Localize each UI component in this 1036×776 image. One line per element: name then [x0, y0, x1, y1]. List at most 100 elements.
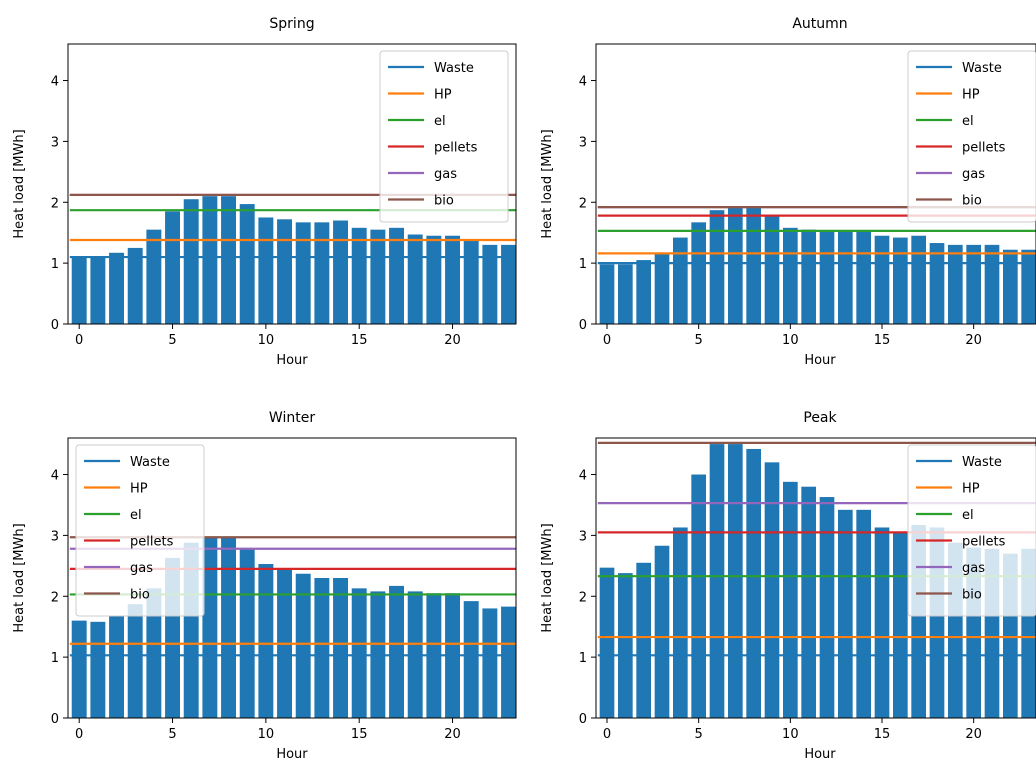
bar-hour-1 [618, 573, 633, 718]
x-tick-label-15: 15 [874, 333, 891, 348]
x-tick-label-5: 5 [168, 333, 176, 348]
bar-hour-4 [146, 588, 162, 718]
y-tick-label-0: 0 [51, 318, 59, 333]
bar-hour-8 [746, 206, 761, 324]
y-axis-label: Heat load [MWh] [540, 129, 555, 238]
y-tick-label-2: 2 [579, 590, 587, 605]
bar-hour-22 [1003, 249, 1018, 324]
bar-hour-6 [183, 199, 199, 324]
legend-label-gas: gas [434, 167, 457, 182]
bar-hour-17 [389, 227, 404, 324]
legend: Waste HP el pellets gas bio [379, 50, 509, 223]
legend-label-bio: bio [130, 588, 150, 603]
bar-hour-3 [127, 247, 143, 324]
bar-hour-10 [783, 227, 798, 324]
bar-hour-15 [874, 527, 890, 718]
bar-hour-14 [856, 509, 871, 718]
x-axis-label: Hour [804, 747, 836, 762]
legend-label-pellets: pellets [962, 535, 1006, 550]
bar-hour-2 [636, 260, 651, 324]
x-tick-label-20: 20 [965, 727, 982, 742]
subplot-winter: 0 5 10 15 20 0 1 2 3 4 Winter Hour Heat load [MWh] Wa… [12, 410, 517, 762]
bar-hour-3 [654, 545, 670, 718]
bar-hour-13 [314, 578, 330, 718]
x-tick-label-0: 0 [603, 333, 611, 348]
x-tick-label-10: 10 [258, 333, 275, 348]
bar-hour-12 [819, 497, 835, 718]
y-tick-label-3: 3 [51, 135, 59, 150]
x-axis-label: Hour [276, 747, 308, 762]
bar-hour-16 [893, 237, 908, 324]
x-tick-label-0: 0 [75, 727, 83, 742]
x-tick-label-20: 20 [965, 333, 982, 348]
bar-hour-1 [90, 257, 106, 324]
y-tick-label-4: 4 [579, 469, 587, 484]
x-axis-label: Hour [804, 353, 836, 368]
bar-hour-8 [221, 536, 236, 718]
legend-label-hp: HP [434, 88, 452, 103]
y-tick-label-1: 1 [51, 651, 59, 666]
bar-hour-2 [109, 252, 124, 324]
bar-hour-0 [599, 264, 615, 324]
subplot-title: Winter [269, 410, 315, 426]
legend-label-hp: HP [130, 482, 148, 497]
legend-label-el: el [962, 114, 974, 129]
axes-frame [67, 437, 517, 719]
subplot-spring: 0 5 10 15 20 0 1 2 3 4 Spring Hour Heat load [MWh] Wa… [12, 16, 517, 368]
legend-label-el: el [130, 508, 142, 523]
bar-hour-4 [146, 229, 162, 324]
y-axis-label: Heat load [MWh] [12, 523, 27, 632]
bar-hour-9 [239, 204, 255, 324]
bar-hour-19 [426, 235, 442, 324]
bar-hour-14 [333, 220, 348, 324]
legend-label-bio: bio [962, 588, 982, 603]
axes-frame [595, 43, 1036, 325]
x-tick-label-0: 0 [603, 727, 611, 742]
axes-frame [595, 437, 1036, 719]
x-tick-label-5: 5 [695, 333, 703, 348]
legend-label-waste: Waste [434, 61, 474, 76]
bar-hour-7 [202, 536, 218, 718]
bar-hour-18 [929, 243, 945, 324]
x-tick-label-15: 15 [351, 333, 368, 348]
x-tick-label-0: 0 [75, 333, 83, 348]
plot-area [69, 536, 516, 718]
bar-hour-14 [333, 578, 348, 718]
bar-hour-9 [764, 462, 780, 718]
bar-hour-4 [673, 237, 688, 324]
bar-hour-15 [351, 227, 367, 324]
bar-hour-23 [501, 606, 516, 718]
x-tick-label-20: 20 [444, 333, 461, 348]
bar-hour-9 [239, 549, 255, 718]
bar-hour-1 [618, 264, 633, 324]
x-tick-label-20: 20 [444, 727, 461, 742]
bar-hour-9 [764, 216, 780, 324]
subplot-title: Spring [269, 16, 314, 32]
legend-label-gas: gas [962, 167, 985, 182]
bar-hour-8 [221, 196, 236, 324]
bar-hour-7 [728, 206, 743, 324]
bar-hour-12 [819, 231, 835, 324]
bar-hour-23 [1021, 249, 1036, 324]
legend-label-hp: HP [962, 482, 980, 497]
bar-hour-21 [984, 244, 1000, 324]
y-tick-label-3: 3 [51, 529, 59, 544]
subplot-title: Peak [803, 410, 837, 426]
bar-hour-0 [71, 257, 87, 324]
bar-hour-21 [463, 240, 479, 324]
y-axis-label: Heat load [MWh] [12, 129, 27, 238]
y-tick-label-4: 4 [51, 75, 59, 90]
x-tick-label-5: 5 [168, 727, 176, 742]
legend-label-waste: Waste [130, 455, 170, 470]
y-tick-label-2: 2 [51, 196, 59, 211]
bar-hour-23 [501, 244, 516, 324]
legend-label-waste: Waste [962, 455, 1002, 470]
x-tick-label-10: 10 [782, 333, 799, 348]
y-tick-label-3: 3 [579, 135, 587, 150]
y-tick-label-0: 0 [51, 712, 59, 727]
legend-label-el: el [434, 114, 446, 129]
bar-hour-11 [801, 229, 816, 324]
bar-hour-10 [783, 481, 798, 718]
bar-hour-1 [90, 621, 106, 718]
